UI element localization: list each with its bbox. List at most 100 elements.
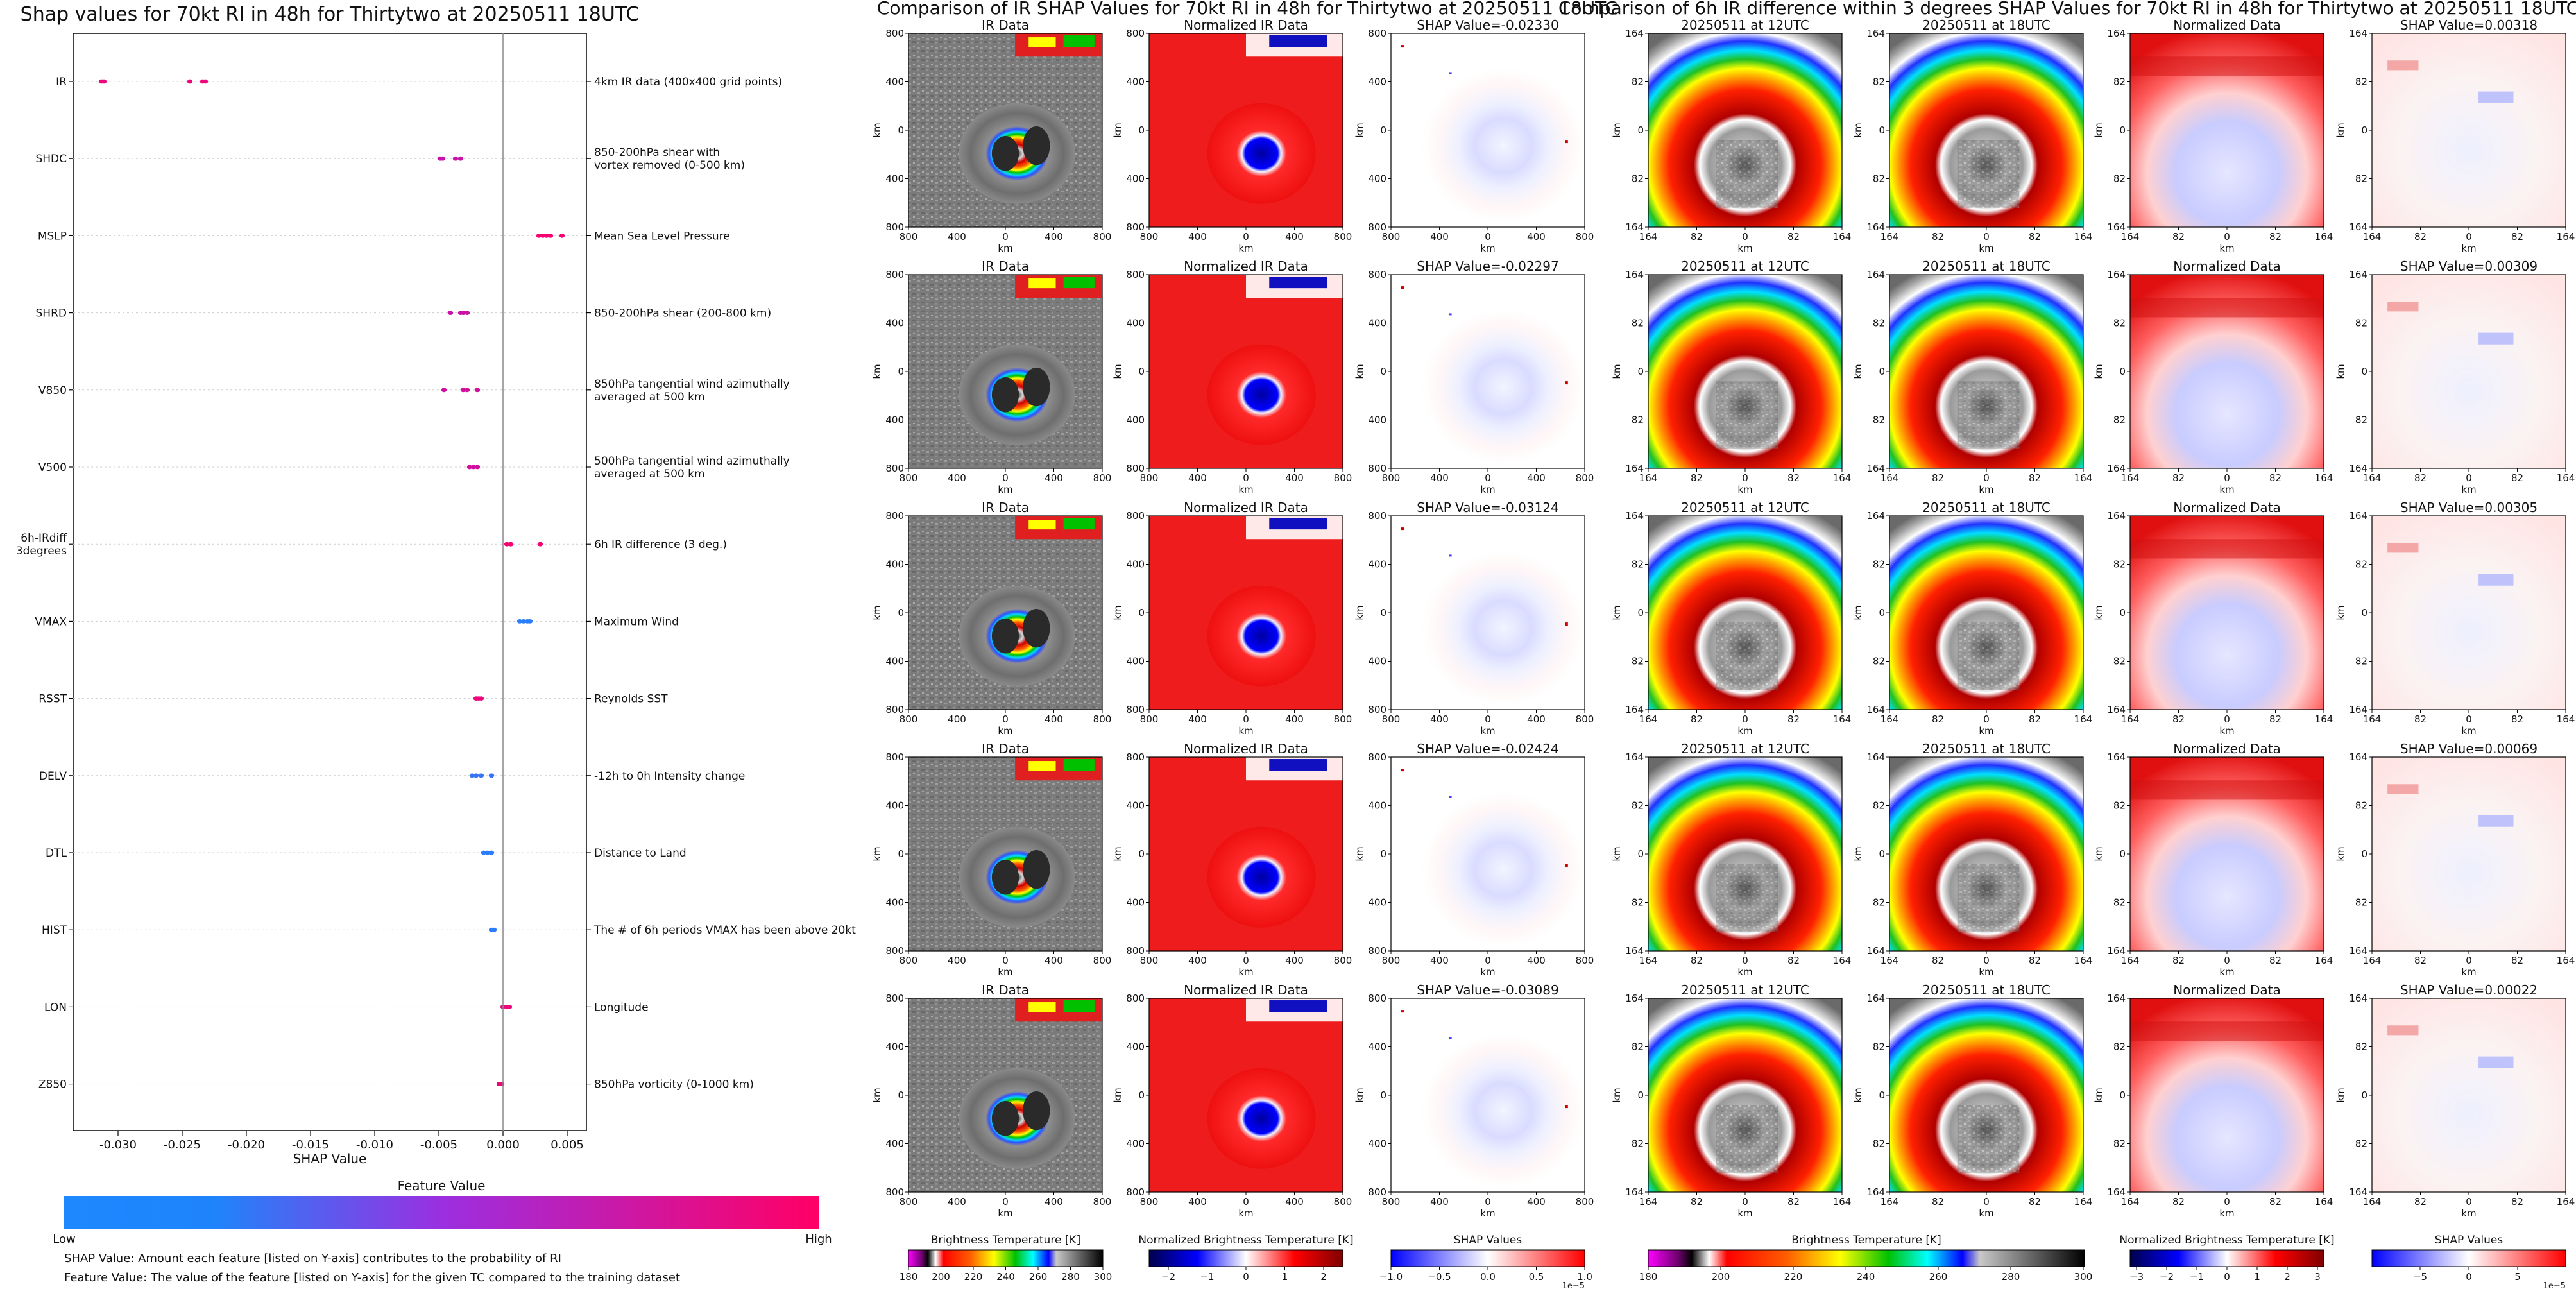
shap-point <box>481 850 487 855</box>
y-axis-unit: km <box>2335 123 2346 137</box>
norm6-band <box>2130 56 2324 76</box>
sat-core-texture <box>1957 1105 2020 1173</box>
y-tick-label: 400 <box>885 76 904 88</box>
x-tick-label: 400 <box>1045 955 1063 966</box>
x-axis-unit: km <box>1480 966 1495 978</box>
x-tick-label: 0.000 <box>486 1138 520 1152</box>
colorbar-tick-label: −1.0 <box>1379 1271 1403 1283</box>
shap-point <box>460 388 466 393</box>
x-tick-label: 0 <box>1485 955 1491 966</box>
x-tick-label: 400 <box>1527 231 1546 243</box>
y-tick-label: 164 <box>1625 945 1644 957</box>
x-tick-label: 0 <box>1485 472 1491 484</box>
x-axis-unit: km <box>1737 484 1752 495</box>
colorbar-tick-label: −3 <box>2129 1271 2144 1283</box>
x-axis-unit: km <box>1480 1208 1495 1219</box>
feature-description: Mean Sea Level Pressure <box>594 230 730 243</box>
colorbar-tick-label: 5 <box>2514 1271 2521 1283</box>
shap-point <box>439 156 446 161</box>
y-tick-label: 82 <box>2355 173 2367 185</box>
y-tick-label: 0 <box>2119 124 2126 136</box>
y-tick-label: 82 <box>1873 1041 1885 1053</box>
shap-speck <box>1565 381 1568 385</box>
x-tick-label: 164 <box>1639 472 1658 484</box>
shap-point <box>469 773 475 778</box>
panel-title: 20250511 at 12UTC <box>1681 741 1809 756</box>
x-tick-label: 0 <box>1983 1196 1990 1208</box>
colorbar-tick-label: 220 <box>1784 1271 1803 1283</box>
y-tick-label: 82 <box>2113 800 2126 812</box>
y-tick-label: 82 <box>1632 414 1644 426</box>
ir-eye-left <box>991 860 1019 895</box>
y-tick-label: 82 <box>1873 414 1885 426</box>
x-tick-label: 82 <box>2414 955 2427 966</box>
y-tick-label: 400 <box>1126 559 1145 570</box>
y-tick-label: 800 <box>1368 945 1386 957</box>
x-tick-label: 0 <box>1742 231 1748 243</box>
colorbar-label: SHAP Values <box>1454 1234 1523 1247</box>
colorbar-1 <box>1148 1249 1343 1267</box>
shap-halo <box>1422 792 1585 947</box>
shap-point <box>488 850 495 855</box>
ir-eye-left <box>991 377 1019 413</box>
x-tick-label: 800 <box>1576 1196 1594 1208</box>
panel-title: 20250511 at 18UTC <box>1922 17 2051 33</box>
x-tick-label: 400 <box>1188 231 1207 243</box>
feature-description: 850-200hPa shear (200-800 km) <box>594 307 771 320</box>
x-tick-label: 164 <box>2363 955 2382 966</box>
panel-title: 20250511 at 12UTC <box>1681 500 1809 515</box>
panel-title: Normalized IR Data <box>1184 982 1308 998</box>
y-axis-unit: km <box>1354 1088 1365 1102</box>
x-axis-unit: km <box>1979 725 1993 737</box>
x-tick-label: 400 <box>1188 1196 1207 1208</box>
colorbar-tick-label: 260 <box>1029 1271 1048 1283</box>
y-tick-label: 400 <box>885 1041 904 1053</box>
shap-halo <box>1422 551 1585 706</box>
shap-value-title: SHAP Value=-0.03089 <box>1417 982 1558 998</box>
shap-point <box>484 850 491 855</box>
sat-core-texture <box>1716 622 1778 690</box>
y-tick-label: 164 <box>1866 751 1885 763</box>
x-tick-label: 164 <box>1639 1196 1658 1208</box>
x-axis-unit: km <box>1238 484 1253 495</box>
shap-point <box>536 234 542 238</box>
y-tick-label: 164 <box>2107 269 2126 280</box>
y-tick-label: 800 <box>885 704 904 715</box>
x-tick-label: 800 <box>1093 231 1112 243</box>
ir-eye-right <box>1023 849 1050 889</box>
y-tick-label: 400 <box>1368 800 1386 812</box>
x-tick-label: 164 <box>2557 713 2575 725</box>
x-tick-label: 82 <box>1932 472 1944 484</box>
y-tick-label: 82 <box>2113 1138 2126 1150</box>
x-tick-label: 82 <box>1691 713 1703 725</box>
x-tick-label: 0 <box>1485 231 1491 243</box>
y-axis-unit: km <box>871 1088 883 1102</box>
x-tick-label: 0 <box>1002 231 1009 243</box>
shap6-patch <box>2478 91 2514 103</box>
colorbar-label: Normalized Brightness Temperature [K] <box>1138 1234 1353 1247</box>
x-tick-label: 800 <box>1140 231 1159 243</box>
y-axis-unit: km <box>2335 605 2346 620</box>
x-tick-label: 82 <box>2414 713 2427 725</box>
x-tick-label: 0 <box>1243 1196 1249 1208</box>
colorbar-tick-label: 260 <box>1929 1271 1948 1283</box>
x-tick-label: 400 <box>1430 231 1449 243</box>
x-tick-label: 400 <box>1285 231 1304 243</box>
y-tick-label: 400 <box>1368 897 1386 909</box>
x-tick-label: -0.005 <box>420 1138 457 1152</box>
y-tick-label: 82 <box>2355 76 2367 88</box>
x-tick-label: 800 <box>1576 472 1594 484</box>
y-axis-unit: km <box>2335 1088 2346 1102</box>
x-tick-label: 164 <box>2121 231 2140 243</box>
x-tick-label: 164 <box>2315 472 2333 484</box>
x-tick-label: 800 <box>1093 713 1112 725</box>
feature-label: LON <box>44 1001 67 1014</box>
norm-top-cloud <box>1269 35 1327 47</box>
x-axis-unit: km <box>1737 725 1752 737</box>
x-tick-label: 82 <box>2269 472 2282 484</box>
colorbar-tick-label: −2 <box>2160 1271 2174 1283</box>
x-tick-label: 82 <box>1932 955 1944 966</box>
x-tick-label: 82 <box>2029 231 2041 243</box>
norm-top-cloud <box>1269 759 1327 771</box>
x-tick-label: 82 <box>2172 1196 2185 1208</box>
